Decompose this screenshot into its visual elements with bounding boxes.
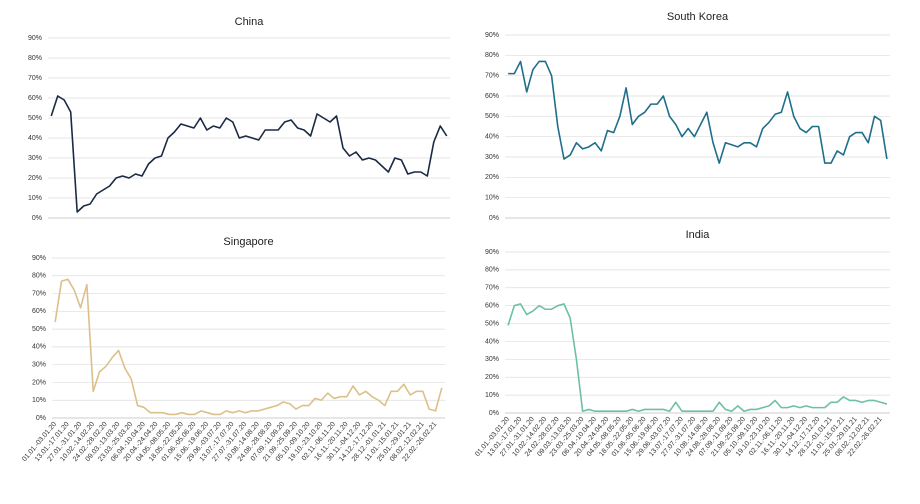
y-tick-label: 70%	[485, 73, 499, 80]
y-tick-label: 40%	[32, 344, 46, 351]
y-tick-label: 30%	[28, 155, 42, 162]
y-tick-label: 50%	[28, 115, 42, 122]
chart-title: South Korea	[667, 11, 729, 23]
y-tick-label: 80%	[32, 273, 46, 280]
line	[508, 60, 888, 164]
y-tick-label: 70%	[28, 75, 42, 82]
chart-title: India	[686, 229, 711, 241]
chart-title: China	[235, 16, 265, 28]
y-tick-label: 10%	[485, 195, 499, 202]
y-tick-label: 0%	[489, 410, 499, 417]
y-tick-label: 10%	[32, 397, 46, 404]
y-tick-label: 90%	[32, 255, 46, 262]
y-tick-label: 10%	[28, 195, 42, 202]
y-tick-label: 90%	[485, 32, 499, 39]
y-tick-label: 40%	[485, 134, 499, 141]
y-tick-label: 50%	[485, 113, 499, 120]
y-tick-label: 60%	[485, 303, 499, 310]
y-tick-label: 40%	[485, 338, 499, 345]
y-tick-label: 90%	[485, 249, 499, 256]
y-tick-label: 0%	[489, 215, 499, 222]
y-tick-label: 50%	[485, 320, 499, 327]
y-tick-label: 30%	[32, 362, 46, 369]
y-tick-label: 80%	[485, 52, 499, 59]
line	[50, 95, 448, 213]
y-tick-label: 0%	[32, 215, 42, 222]
y-tick-label: 20%	[28, 175, 42, 182]
y-tick-label: 60%	[32, 308, 46, 315]
y-tick-label: 80%	[28, 55, 42, 62]
line	[54, 278, 443, 416]
chart-title: Singapore	[223, 236, 273, 248]
y-tick-label: 90%	[28, 35, 42, 42]
y-tick-label: 60%	[485, 93, 499, 100]
y-tick-label: 20%	[485, 174, 499, 181]
y-tick-label: 80%	[485, 267, 499, 274]
y-tick-label: 60%	[28, 95, 42, 102]
y-tick-label: 20%	[485, 374, 499, 381]
y-tick-label: 30%	[485, 356, 499, 363]
y-tick-label: 30%	[485, 154, 499, 161]
y-tick-label: 50%	[32, 326, 46, 333]
y-tick-label: 10%	[485, 392, 499, 399]
y-tick-label: 40%	[28, 135, 42, 142]
y-tick-label: 70%	[485, 285, 499, 292]
y-tick-label: 0%	[36, 415, 46, 422]
y-tick-label: 20%	[32, 379, 46, 386]
y-tick-label: 70%	[32, 290, 46, 297]
line	[507, 303, 888, 413]
